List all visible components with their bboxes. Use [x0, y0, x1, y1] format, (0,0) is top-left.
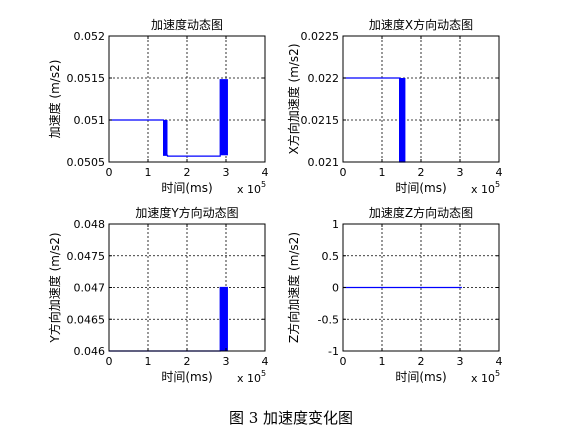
y-tick-label: 0.0465	[67, 313, 106, 326]
data-band	[220, 287, 228, 351]
data-band	[220, 79, 228, 156]
x-exponent-label: x 105	[471, 180, 500, 196]
x-tick-label: 1	[379, 355, 386, 368]
y-tick-label: 0.046	[74, 345, 106, 358]
x-exponent-power: 5	[261, 180, 266, 189]
x-tick-label: 3	[457, 166, 464, 179]
x-axis-label: 时间(ms)	[161, 181, 212, 195]
x-tick-label: 3	[223, 166, 230, 179]
y-tick-label: 0.052	[74, 30, 106, 43]
x-tick-label: 2	[418, 355, 425, 368]
y-tick-label: 0.0505	[67, 156, 106, 169]
x-tick-label: 4	[262, 355, 269, 368]
x-exponent-power: 5	[261, 369, 266, 378]
y-axis-label: 加速度 (m/s2)	[47, 60, 62, 139]
x-tick-label: 4	[496, 355, 503, 368]
x-exponent-power: 5	[495, 180, 500, 189]
y-tick-label: 1	[332, 218, 339, 231]
x-tick-label: 0	[106, 166, 113, 179]
series-line	[109, 79, 228, 157]
chart-title: 加速度Y方向动态图	[135, 205, 238, 220]
x-tick-label: 4	[496, 166, 503, 179]
x-axis-label: 时间(ms)	[161, 370, 212, 384]
y-tick-label: 0.0215	[301, 114, 340, 127]
chart-panel-3: 0 1 2 3 4 0.046 0.0465 0.047 0.0475 0.048 加速度Y方向动态…	[47, 205, 269, 385]
x-tick-label: 2	[184, 166, 191, 179]
x-tick-label: 4	[262, 166, 269, 179]
x-tick-label: 2	[184, 355, 191, 368]
x-tick-label: 1	[379, 166, 386, 179]
x-axis-label: 时间(ms)	[395, 181, 446, 195]
chart-panel-2: 0 1 2 3 4 0.021 0.0215 0.022 0.0225 加速度X方向动态图时间(m…	[286, 17, 503, 196]
y-tick-label: 0.0515	[67, 72, 106, 85]
x-tick-label: 0	[340, 355, 347, 368]
data-band	[163, 120, 168, 156]
x-exponent-base: x 10	[237, 183, 261, 196]
y-tick-label: -1	[328, 345, 339, 358]
figure-canvas: 0 1 2 3 40.05050.0510.05150.052加速度动态图时间(ms)加…	[47, 17, 503, 385]
x-tick-label: 2	[418, 166, 425, 179]
x-exponent-base: x 10	[237, 372, 261, 385]
x-exponent-label: x 105	[237, 180, 266, 196]
data-band	[399, 78, 406, 162]
y-tick-label: 0.048	[74, 218, 106, 231]
x-exponent-power: 5	[495, 369, 500, 378]
y-tick-label: 0.021	[308, 156, 340, 169]
x-tick-label: 1	[145, 166, 152, 179]
x-tick-label: 3	[223, 355, 230, 368]
chart-title: 加速度动态图	[151, 17, 223, 32]
y-tick-label: -0.5	[318, 313, 339, 326]
y-axis-label: Z方向加速度 (m/s2)	[286, 232, 301, 343]
y-tick-label: 0.5	[322, 250, 340, 263]
figure-caption: 图 3 加速度变化图	[228, 409, 354, 427]
y-axis-label: X方向加速度 (m/s2)	[286, 43, 301, 154]
y-tick-label: 0.022	[308, 72, 340, 85]
x-tick-label: 1	[145, 355, 152, 368]
y-tick-label: 0.047	[74, 282, 106, 295]
plot-area	[343, 36, 499, 162]
x-exponent-label: x 105	[471, 369, 500, 385]
x-tick-label: 0	[340, 166, 347, 179]
chart-title: 加速度X方向动态图	[369, 17, 473, 32]
y-tick-label: 0.0475	[67, 250, 106, 263]
x-axis-label: 时间(ms)	[395, 370, 446, 384]
plot-area	[109, 36, 265, 162]
x-exponent-label: x 105	[237, 369, 266, 385]
y-axis-label: Y方向加速度 (m/s2)	[47, 232, 62, 343]
x-tick-label: 3	[457, 355, 464, 368]
x-tick-label: 0	[106, 355, 113, 368]
y-tick-label: 0.0225	[301, 30, 340, 43]
x-exponent-base: x 10	[471, 183, 495, 196]
chart-title: 加速度Z方向动态图	[369, 205, 473, 220]
y-tick-label: 0.051	[74, 114, 106, 127]
x-exponent-base: x 10	[471, 372, 495, 385]
y-tick-label: 0	[332, 282, 339, 295]
